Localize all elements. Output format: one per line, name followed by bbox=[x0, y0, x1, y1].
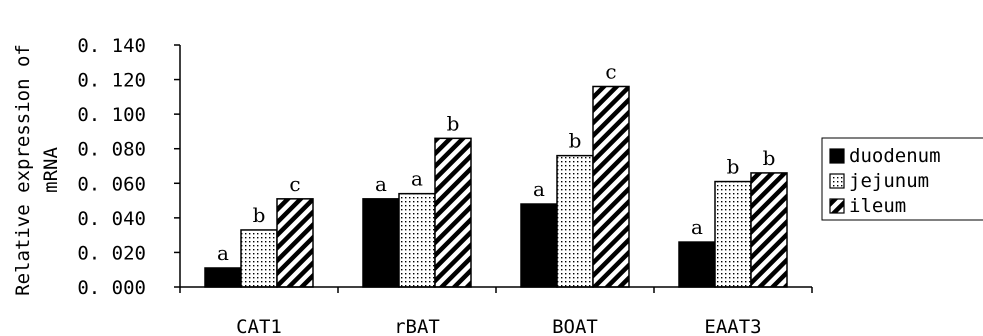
significance-label: a bbox=[411, 167, 423, 191]
bar-duodenum bbox=[520, 203, 558, 288]
significance-label: b bbox=[447, 111, 460, 135]
legend-label-jejunum: jejunum bbox=[849, 170, 929, 192]
significance-label: b bbox=[727, 155, 740, 179]
y-axis-ticks: 0. 000 0. 020 0. 040 0. 060 0. 080 0. 100 0. 1… bbox=[77, 35, 180, 299]
y-tick-label: 0. 060 bbox=[77, 173, 146, 195]
significance-label: c bbox=[289, 172, 300, 196]
y-tick-label: 0. 140 bbox=[77, 35, 146, 57]
legend-label-duodenum: duodenum bbox=[849, 145, 941, 167]
significance-label: a bbox=[533, 177, 545, 201]
legend-label-ileum: ileum bbox=[849, 195, 906, 217]
x-category-label: EAAT3 bbox=[704, 316, 761, 336]
bar-duodenum bbox=[678, 241, 716, 288]
legend-swatch-duodenum bbox=[829, 148, 845, 164]
y-tick-label: 0. 100 bbox=[77, 104, 146, 126]
bar-jejunum bbox=[398, 192, 436, 288]
y-tick-label: 0. 120 bbox=[77, 70, 146, 92]
y-axis-label-line-1: Relative expression of bbox=[12, 44, 34, 296]
x-category-label: CAT1 bbox=[236, 316, 282, 336]
significance-label: b bbox=[763, 146, 776, 170]
legend-swatch-ileum bbox=[829, 198, 845, 214]
y-tick-label: 0. 020 bbox=[77, 242, 146, 264]
significance-label: a bbox=[217, 241, 229, 265]
bar-ileum bbox=[434, 137, 472, 288]
bar-duodenum bbox=[362, 198, 400, 288]
bars bbox=[204, 85, 788, 288]
y-tick-label: 0. 080 bbox=[77, 139, 146, 161]
significance-label: b bbox=[569, 129, 582, 153]
significance-label: a bbox=[375, 172, 387, 196]
bar-jejunum bbox=[240, 229, 278, 288]
legend-box bbox=[821, 137, 983, 221]
x-axis-categories: CAT1 rBAT BOAT EAAT3 bbox=[179, 287, 813, 336]
significance-label: c bbox=[605, 59, 616, 83]
significance-label: a bbox=[691, 215, 703, 239]
bar-ileum bbox=[276, 198, 314, 288]
significance-label: b bbox=[253, 203, 266, 227]
y-tick-label: 0. 000 bbox=[77, 277, 146, 299]
bar-ileum bbox=[592, 85, 630, 288]
bar-jejunum bbox=[556, 154, 594, 288]
y-axis-label-line-2: mRNA bbox=[40, 147, 62, 193]
bar-ileum bbox=[750, 172, 788, 288]
legend-swatch-jejunum bbox=[829, 173, 845, 189]
y-tick-label: 0. 040 bbox=[77, 208, 146, 230]
bar-duodenum bbox=[204, 267, 242, 288]
legend: duodenum jejunum ileum bbox=[821, 137, 983, 221]
x-category-label: rBAT bbox=[394, 316, 440, 336]
bar-jejunum bbox=[714, 180, 752, 288]
x-category-label: BOAT bbox=[552, 316, 598, 336]
